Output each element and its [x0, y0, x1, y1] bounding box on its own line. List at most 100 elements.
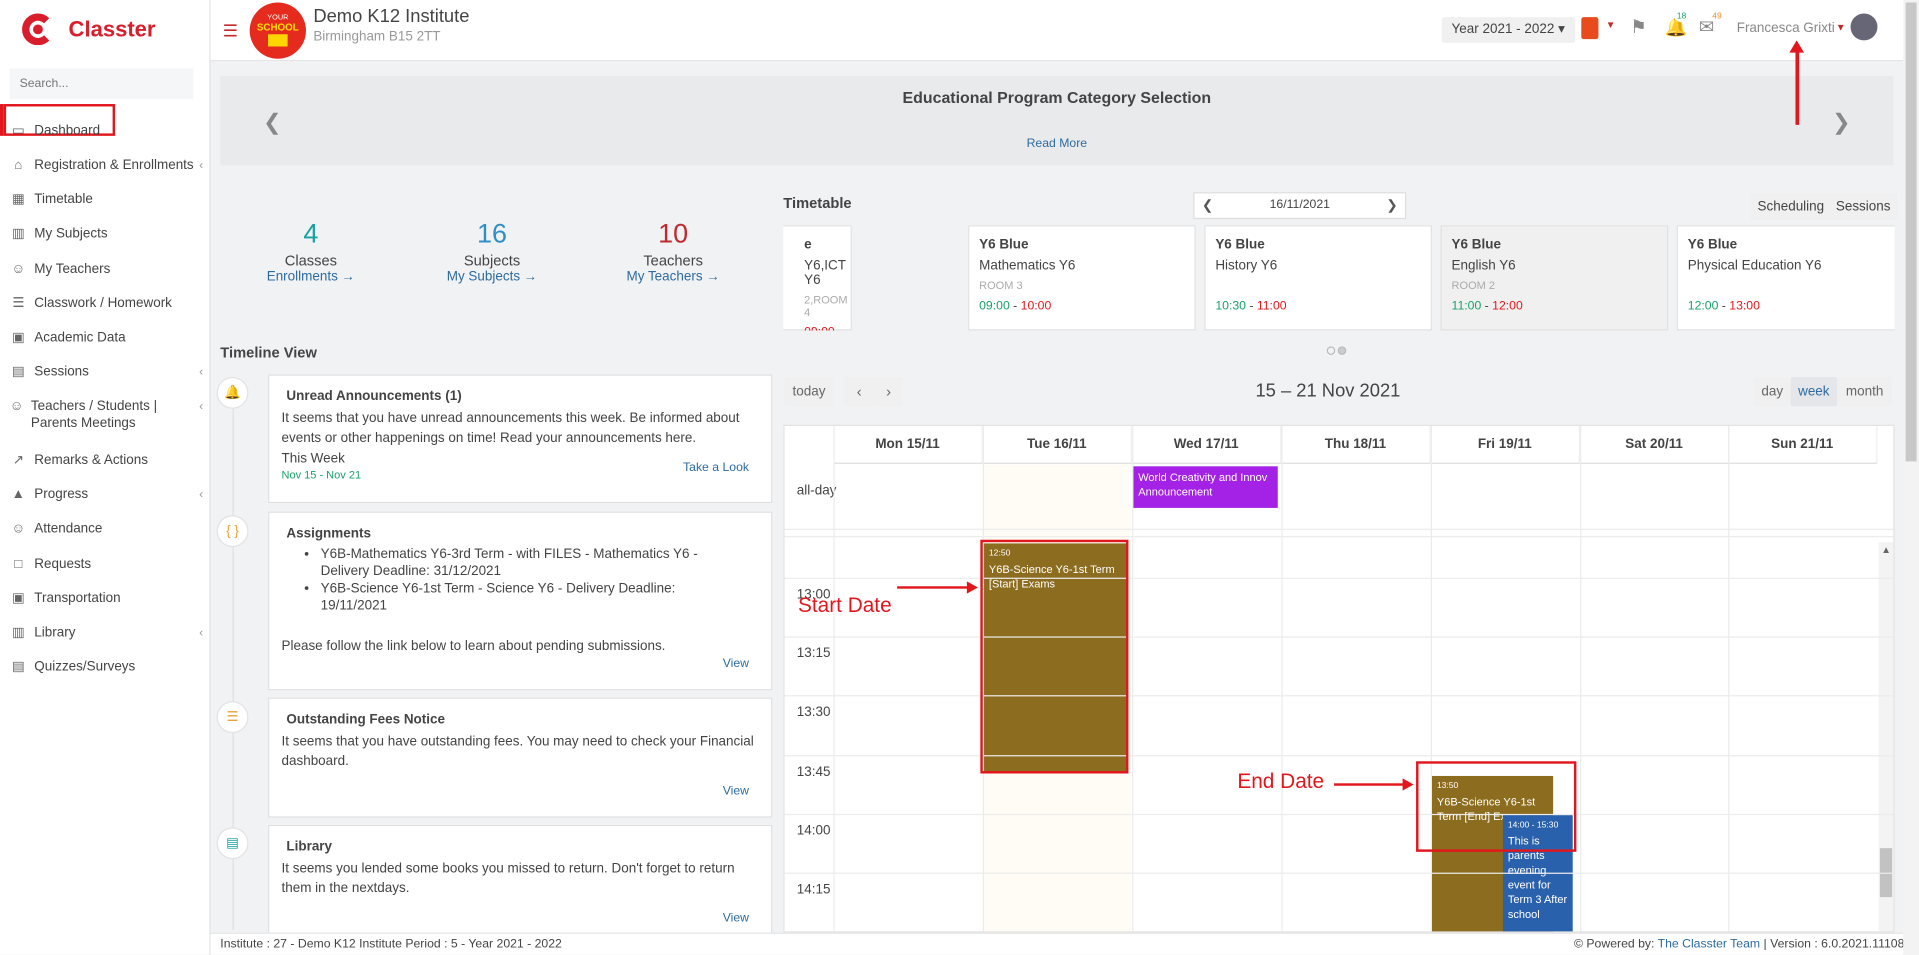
take-a-look-link[interactable]: Take a Look: [683, 461, 750, 475]
day-header[interactable]: Sat 20/11: [1580, 425, 1730, 464]
carousel-dots[interactable]: [1326, 340, 1349, 358]
view-link[interactable]: View: [722, 911, 750, 926]
sidebar-search-input[interactable]: [9, 68, 194, 100]
slot-room: [1688, 279, 1895, 292]
event-science-start[interactable]: 12:50 Y6B-Science Y6-1st Term [Start] Ex…: [984, 543, 1126, 774]
office-caret-icon[interactable]: ▼: [1605, 19, 1616, 31]
card-text: It seems you lended some books you misse…: [281, 861, 735, 896]
library-card: Library It seems you lended some books y…: [268, 824, 773, 948]
my-teachers-link[interactable]: My Teachers →: [626, 269, 720, 284]
stat-teachers: 10 Teachers My Teachers →: [600, 218, 747, 284]
my-subjects-link[interactable]: My Subjects →: [446, 269, 538, 284]
sidebar-item-12[interactable]: ☺ Attendance: [0, 520, 211, 537]
users-icon: ☺: [11, 261, 26, 277]
coins-icon: ☰: [216, 701, 249, 734]
dashboard-highlight-box: [3, 104, 116, 136]
sidebar-item-14[interactable]: ▣ Transportation: [0, 590, 211, 607]
allday-event[interactable]: World Creativity and Innov Announcement: [1133, 466, 1278, 508]
next-week-button[interactable]: ›: [873, 376, 904, 407]
sidebar-item-label: Sessions: [34, 364, 89, 380]
timetable-slot[interactable]: Y6 Blue History Y6 10:30 - 11:00: [1204, 225, 1432, 331]
day-header[interactable]: Mon 15/11: [833, 425, 983, 464]
day-header[interactable]: Wed 17/11: [1132, 425, 1282, 464]
slot-end: 11:00: [1256, 299, 1287, 314]
read-more-link[interactable]: Read More: [1026, 137, 1088, 151]
page-scrollbar[interactable]: [1903, 0, 1919, 955]
sidebar-item-16[interactable]: ▤ Quizzes/Surveys: [0, 658, 211, 675]
chevron-left-icon[interactable]: ❮: [1201, 198, 1214, 213]
sidebar-item-label: Timetable: [34, 192, 93, 207]
chevron-left-icon: ‹: [199, 400, 204, 414]
sidebar-item-7[interactable]: ▣ Academic Data: [0, 329, 211, 346]
fees-card: Outstanding Fees Notice It seems that yo…: [268, 697, 773, 818]
chevron-right-icon[interactable]: ❯: [1832, 110, 1851, 135]
slot-room: [1215, 279, 1430, 292]
timetable-slot[interactable]: Y6 Blue English Y6 ROOM 2 11:00 - 12:00: [1440, 225, 1669, 331]
time-divider: [784, 813, 1894, 816]
calendar-scrollbar[interactable]: [1878, 542, 1894, 932]
flag-icon[interactable]: ⚑: [1630, 17, 1647, 38]
chevron-up-icon[interactable]: ▲: [1881, 544, 1891, 556]
sessions-button[interactable]: Sessions: [1828, 193, 1898, 221]
user-caret-icon[interactable]: ▼: [1835, 22, 1846, 34]
end-date-arrow: [1334, 778, 1414, 791]
classter-logo-icon: [20, 10, 57, 49]
hamburger-menu-icon[interactable]: ☰: [222, 20, 239, 41]
view-link[interactable]: View: [722, 657, 750, 671]
chevron-left-icon: ‹: [199, 365, 204, 380]
sidebar-item-10[interactable]: ↗ Remarks & Actions: [0, 452, 211, 469]
classter-logo[interactable]: Classter: [20, 10, 156, 49]
day-divider: [833, 425, 835, 932]
timetable-date-picker[interactable]: ❮ 16/11/2021 ❯: [1193, 192, 1407, 220]
view-link[interactable]: View: [722, 784, 750, 798]
time-divider: [784, 577, 1894, 579]
sidebar-item-label: Remarks & Actions: [34, 452, 148, 468]
sidebar-item-1[interactable]: ▭ Dashboard: [0, 122, 211, 139]
file-icon: □: [14, 556, 23, 572]
timetable-slot[interactable]: Y6 Blue Mathematics Y6 ROOM 3 09:00 - 10:00: [968, 225, 1196, 331]
list-icon: ☰: [12, 296, 25, 311]
slot-end: 12:00: [1492, 299, 1523, 314]
day-header[interactable]: Fri 19/11: [1430, 425, 1581, 464]
timetable-slot[interactable]: e Y6,ICT Y6 2,ROOM 4 09:00: [783, 225, 852, 331]
sidebar-item-4[interactable]: ▥ My Subjects: [0, 225, 211, 242]
month-view-button[interactable]: month: [1837, 376, 1893, 407]
avatar[interactable]: [1850, 13, 1878, 41]
classter-team-link[interactable]: The Classter Team: [1657, 937, 1761, 951]
remarks-icon: ↗: [12, 452, 24, 468]
office-icon[interactable]: [1581, 17, 1599, 40]
today-button[interactable]: today: [784, 376, 834, 407]
sidebar-item-8[interactable]: ▤ Sessions ‹: [0, 363, 211, 380]
footer-right: © Powered by: The Classter Team | Versio…: [1574, 934, 1904, 955]
user-name[interactable]: Francesca Grixti: [1736, 20, 1835, 36]
sidebar-item-15[interactable]: ▥ Library ‹: [0, 624, 211, 641]
enrollments-link[interactable]: Enrollments →: [266, 269, 356, 284]
sidebar-item-5[interactable]: ☺ My Teachers: [0, 261, 211, 278]
card-text: It seems that you have unread announceme…: [281, 411, 740, 446]
bell-icon[interactable]: 🔔: [1664, 17, 1688, 38]
day-header[interactable]: Thu 18/11: [1281, 425, 1431, 464]
chevron-right-icon[interactable]: ❯: [1386, 198, 1398, 213]
scheduling-button[interactable]: Scheduling: [1750, 193, 1832, 221]
sidebar-item-2[interactable]: ⌂ Registration & Enrollments ‹: [0, 157, 211, 174]
stat-value: 10: [658, 217, 689, 249]
chevron-left-icon[interactable]: ❮: [263, 110, 282, 135]
day-header[interactable]: Tue 16/11: [982, 425, 1133, 464]
start-date-highlight: [980, 539, 1129, 774]
sidebar-item-9[interactable]: ☺ Teachers / Students | Parents Meetings ‹: [0, 398, 211, 432]
prev-week-button[interactable]: ‹: [844, 376, 874, 407]
sidebar-item-label: Attendance: [34, 521, 103, 537]
sidebar-item-3[interactable]: ▦ Timetable: [0, 191, 211, 208]
book-icon: ▥: [11, 226, 25, 242]
sidebar-item-6[interactable]: ☰ Classwork / Homework: [0, 295, 211, 312]
sidebar-item-13[interactable]: □ Requests: [0, 556, 211, 573]
school-logo-text: SCHOOL: [256, 22, 299, 34]
envelope-icon[interactable]: ✉: [1698, 17, 1715, 38]
sidebar-item-11[interactable]: ▲ Progress ‹: [0, 486, 211, 503]
year-selector[interactable]: Year 2021 - 2022 ▾: [1441, 17, 1575, 43]
timetable-slot[interactable]: Y6 Blue Physical Education Y6 12:00 - 13:0…: [1676, 225, 1895, 331]
day-view-button[interactable]: day: [1753, 376, 1791, 407]
week-view-button[interactable]: week: [1790, 376, 1838, 407]
time-label: 13:45: [796, 764, 831, 780]
day-header[interactable]: Sun 21/11: [1728, 425, 1878, 464]
